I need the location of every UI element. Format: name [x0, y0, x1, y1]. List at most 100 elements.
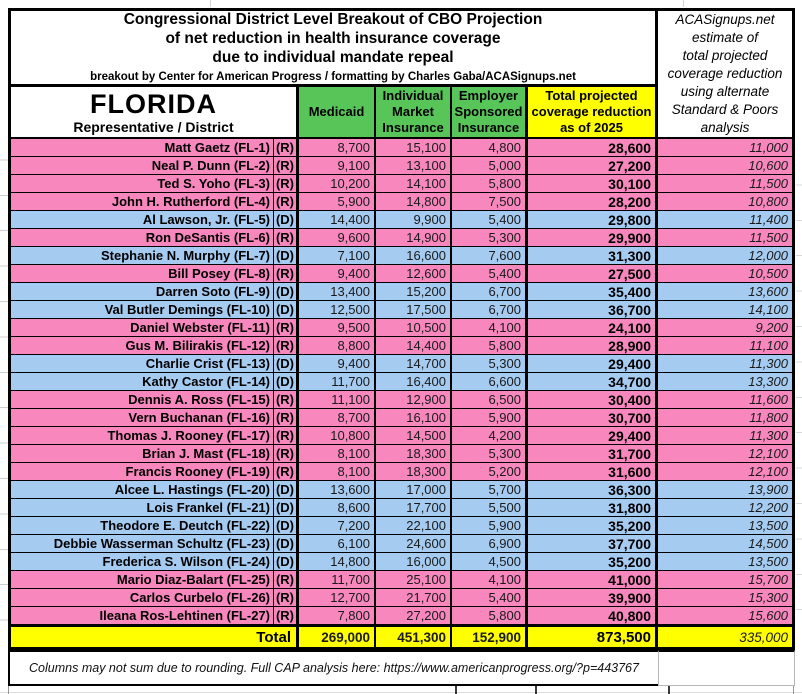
total-reduction-value: 29,400 [528, 355, 658, 373]
medicaid-value: 11,700 [299, 373, 376, 391]
medicaid-value: 8,700 [299, 409, 376, 427]
medicaid-value: 9,400 [299, 355, 376, 373]
individual-market-value: 9,900 [376, 211, 452, 229]
medicaid-value: 8,800 [299, 337, 376, 355]
medicaid-value: 9,500 [299, 319, 376, 337]
medicaid-value: 14,400 [299, 211, 376, 229]
employer-sponsored-value: 6,900 [452, 535, 528, 553]
medicaid-value: 11,700 [299, 571, 376, 589]
employer-sponsored-column-header: Employer Sponsored Insurance [452, 87, 528, 139]
total-reduction-value: 30,700 [528, 409, 658, 427]
party-label: (D) [274, 553, 299, 571]
alt-estimate-value: 14,100 [658, 301, 792, 319]
rep-name: Brian J. Mast (FL-18) [11, 445, 274, 463]
spreadsheet-gridline [683, 0, 684, 7]
rep-name: Theodore E. Deutch (FL-22) [11, 517, 274, 535]
employer-sponsored-value: 5,900 [452, 517, 528, 535]
employer-sponsored-value: 5,800 [452, 337, 528, 355]
medicaid-value: 5,900 [299, 193, 376, 211]
spreadsheet-gridline [535, 686, 537, 694]
medicaid-value: 10,200 [299, 175, 376, 193]
alt-estimate-value: 11,400 [658, 211, 792, 229]
employer-sponsored-value: 5,400 [452, 211, 528, 229]
medicaid-value: 9,400 [299, 265, 376, 283]
employer-sponsored-value: 5,000 [452, 157, 528, 175]
individual-market-value: 14,700 [376, 355, 452, 373]
alt-estimate-value: 12,200 [658, 499, 792, 517]
employer-sponsored-value: 6,700 [452, 301, 528, 319]
spreadsheet-gridline [210, 0, 211, 7]
alt-estimate-value: 13,500 [658, 553, 792, 571]
rep-name: Lois Frankel (FL-21) [11, 499, 274, 517]
individual-market-value: 13,100 [376, 157, 452, 175]
individual-market-value: 22,100 [376, 517, 452, 535]
employer-sponsored-value: 4,200 [452, 427, 528, 445]
medicaid-value: 12,700 [299, 589, 376, 607]
rep-name: Dennis A. Ross (FL-15) [11, 391, 274, 409]
individual-market-value: 14,100 [376, 175, 452, 193]
alt-estimate-value: 12,100 [658, 463, 792, 481]
party-label: (D) [274, 499, 299, 517]
rep-name: Debbie Wasserman Schultz (FL-23) [11, 535, 274, 553]
total-reduction-value: 27,200 [528, 157, 658, 175]
alt-estimate-value: 11,500 [658, 229, 792, 247]
individual-market-value: 14,800 [376, 193, 452, 211]
individual-market-value: 16,600 [376, 247, 452, 265]
alt-estimate-value: 15,700 [658, 571, 792, 589]
alt-estimate-value: 11,300 [658, 427, 792, 445]
total-reduction-value: 29,800 [528, 211, 658, 229]
medicaid-column-header: Medicaid [299, 87, 376, 139]
total-reduction-value: 37,700 [528, 535, 658, 553]
employer-sponsored-value: 4,100 [452, 571, 528, 589]
medicaid-value: 8,700 [299, 139, 376, 157]
party-label: (D) [274, 517, 299, 535]
employer-sponsored-value: 5,800 [452, 175, 528, 193]
total-reduction-value: 31,600 [528, 463, 658, 481]
total-reduction-value: 36,300 [528, 481, 658, 499]
individual-market-value: 12,600 [376, 265, 452, 283]
alt-estimate-value: 11,800 [658, 409, 792, 427]
total-reduction-value: 34,700 [528, 373, 658, 391]
party-label: (R) [274, 265, 299, 283]
employer-sponsored-value: 5,400 [452, 265, 528, 283]
spreadsheet-gridline [455, 686, 457, 694]
rep-name: Charlie Crist (FL-13) [11, 355, 274, 373]
total-reduction-value: 36,700 [528, 301, 658, 319]
individual-market-value: 16,400 [376, 373, 452, 391]
party-label: (R) [274, 589, 299, 607]
alt-estimate-value: 15,600 [658, 607, 792, 625]
medicaid-value: 14,800 [299, 553, 376, 571]
party-label: (D) [274, 355, 299, 373]
individual-market-column-header: Individual Market Insurance [376, 87, 452, 139]
party-label: (R) [274, 445, 299, 463]
rep-name: John H. Rutherford (FL-4) [11, 193, 274, 211]
individual-market-value: 14,500 [376, 427, 452, 445]
alt-estimate-value: 10,800 [658, 193, 792, 211]
rep-name: Gus M. Bilirakis (FL-12) [11, 337, 274, 355]
party-label: (D) [274, 247, 299, 265]
party-label: (R) [274, 139, 299, 157]
coverage-reduction-table: Congressional District Level Breakout of… [8, 8, 795, 650]
employer-sponsored-value: 6,600 [452, 373, 528, 391]
total-reduction-value: 31,300 [528, 247, 658, 265]
individual-market-value: 10,500 [376, 319, 452, 337]
individual-market-value: 15,100 [376, 139, 452, 157]
medicaid-value: 8,600 [299, 499, 376, 517]
alt-estimate-value: 9,200 [658, 319, 792, 337]
totals-individual-market: 451,300 [376, 625, 452, 647]
totals-total-reduction: 873,500 [528, 625, 658, 647]
alt-estimate-value: 11,500 [658, 175, 792, 193]
rep-name: Frederica S. Wilson (FL-24) [11, 553, 274, 571]
rep-name: Matt Gaetz (FL-1) [11, 139, 274, 157]
state-sublabel: Representative / District [73, 118, 234, 135]
employer-sponsored-value: 5,200 [452, 463, 528, 481]
individual-market-value: 17,500 [376, 301, 452, 319]
party-label: (R) [274, 193, 299, 211]
individual-market-value: 25,100 [376, 571, 452, 589]
footer-note: Columns may not sum due to rounding. Ful… [8, 650, 660, 686]
medicaid-value: 10,800 [299, 427, 376, 445]
total-reduction-value: 28,600 [528, 139, 658, 157]
individual-market-value: 18,300 [376, 445, 452, 463]
party-label: (D) [274, 211, 299, 229]
